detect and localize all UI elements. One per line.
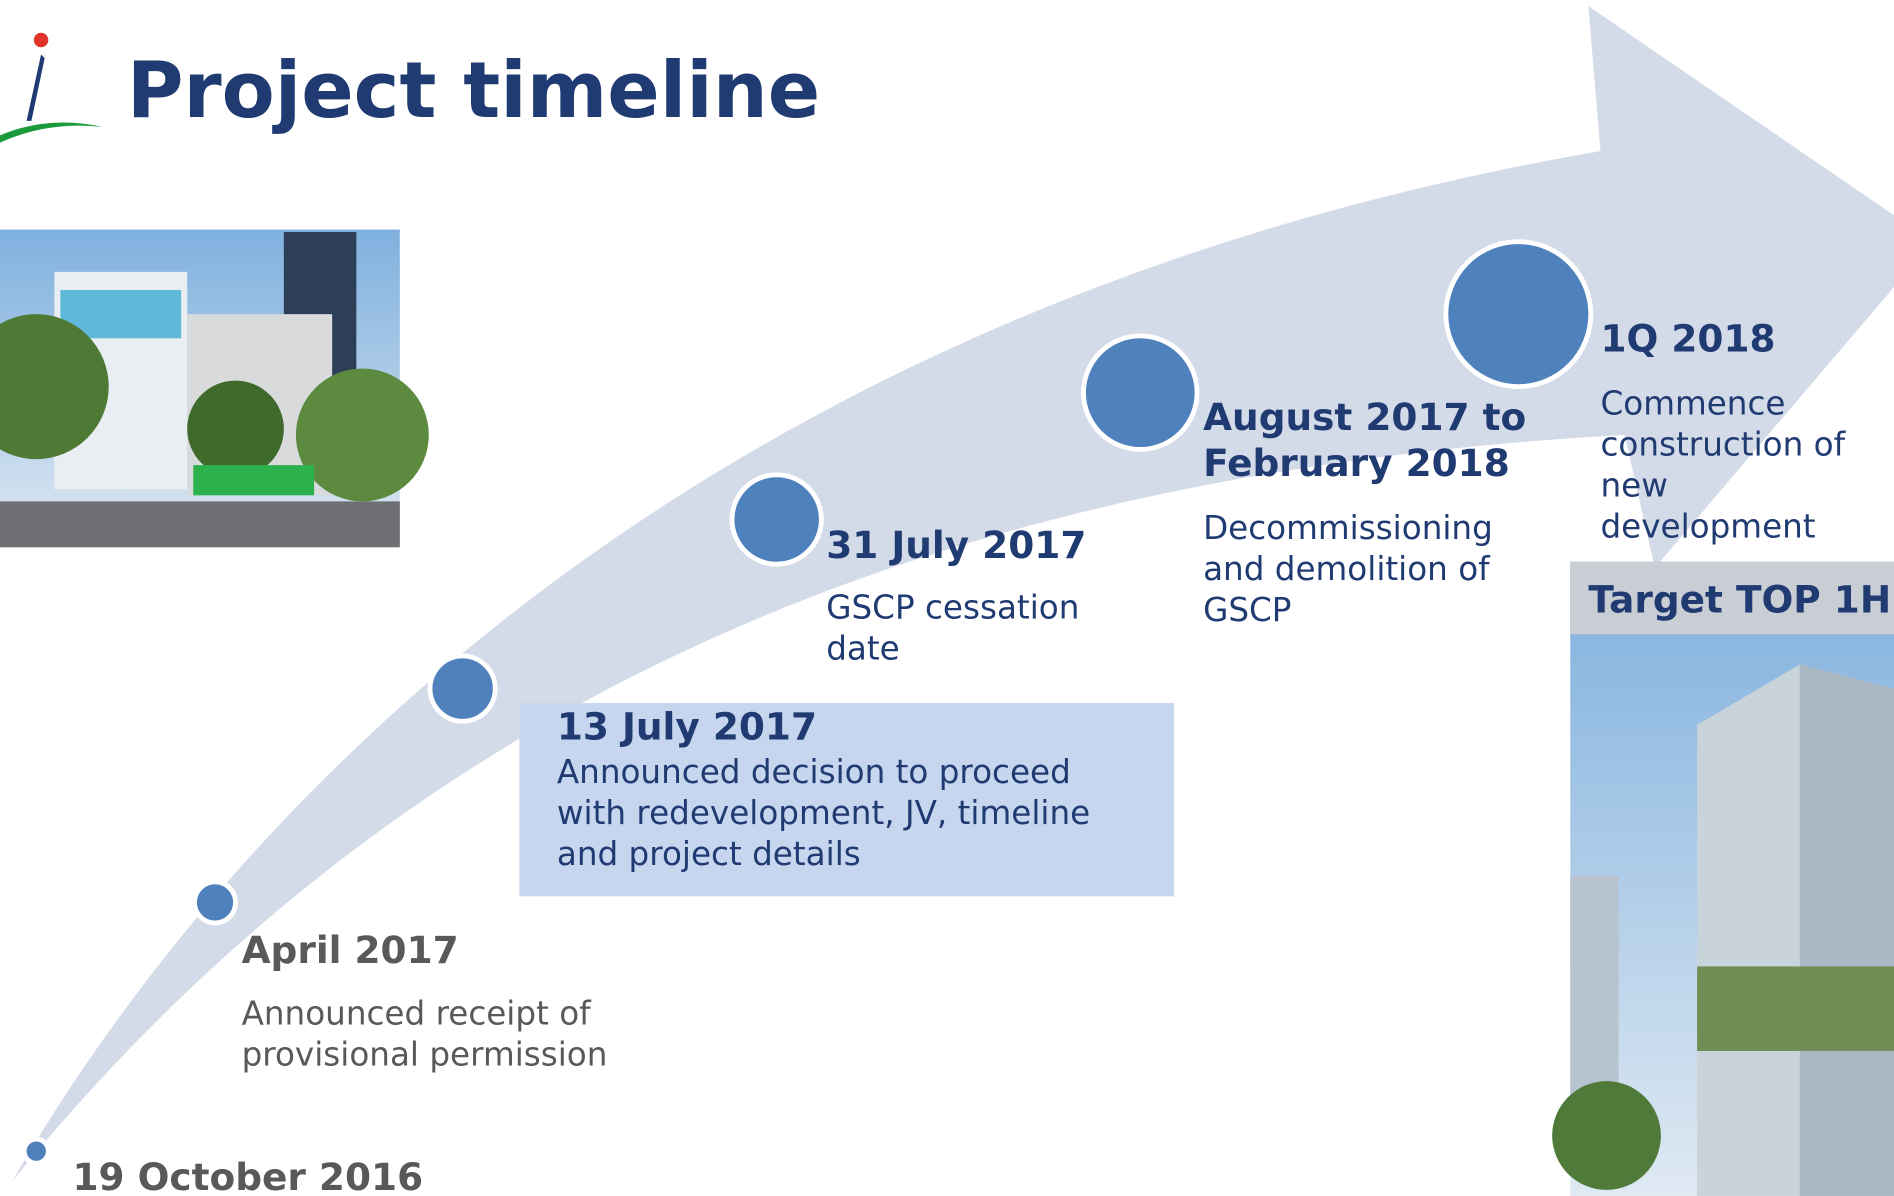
- milestone-description: provisional permission: [242, 1035, 608, 1073]
- milestone-dot: [732, 475, 821, 564]
- photo-caption: Target TOP 1H 2: [1588, 577, 1894, 621]
- milestone-description: development: [1600, 508, 1815, 546]
- milestone-description: construction of: [1600, 425, 1846, 463]
- milestone-description: new: [1600, 467, 1667, 505]
- milestone-date: August 2017 to: [1203, 395, 1526, 439]
- photo-current-building: [0, 230, 429, 548]
- milestone-description: Commence: [1600, 384, 1785, 422]
- milestone-description: Announced decision to proceed: [557, 753, 1071, 791]
- milestone-description: GSCP: [1203, 591, 1291, 629]
- logo: [0, 33, 103, 143]
- milestone-description: Decommissioning: [1203, 509, 1493, 547]
- milestone-date: April 2017: [242, 928, 459, 972]
- milestone-description: and project details: [557, 835, 861, 873]
- title: Project timeline: [127, 46, 820, 136]
- milestone-date: 31 July 2017: [826, 523, 1086, 567]
- photo-new-development: [1552, 562, 1894, 1196]
- milestone-date: 13 July 2017: [557, 704, 817, 748]
- milestone-dot: [194, 882, 235, 923]
- milestone-date: 19 October 2016: [72, 1155, 423, 1196]
- milestone-dot: [1446, 242, 1591, 387]
- page: Project timeline Target TOP 1H 2 19 Octo…: [0, 0, 1894, 1196]
- milestone-date: February 2018: [1203, 441, 1510, 485]
- milestone-description: with redevelopment, JV, timeline: [557, 794, 1090, 832]
- milestone-description: date: [826, 630, 900, 668]
- slide: Project timeline Target TOP 1H 2 19 Octo…: [0, 0, 1894, 1196]
- milestone-dot: [430, 656, 495, 721]
- milestone-description: and demolition of: [1203, 550, 1491, 588]
- milestone-description: GSCP cessation: [826, 589, 1079, 627]
- milestone-dot: [24, 1139, 48, 1163]
- milestone-description: Announced receipt of: [242, 994, 593, 1032]
- milestone-dot: [1083, 336, 1197, 450]
- milestone-date: 1Q 2018: [1600, 317, 1775, 361]
